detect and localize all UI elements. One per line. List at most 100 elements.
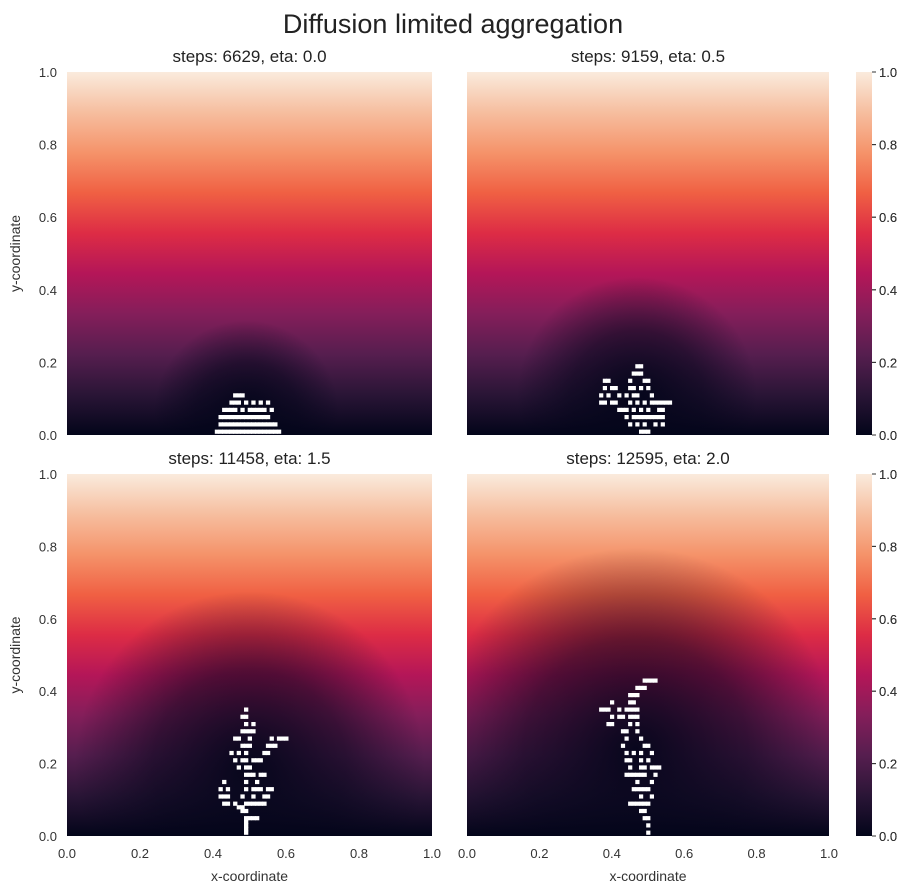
- cluster-cell: [657, 765, 662, 770]
- cluster-cell: [639, 758, 644, 763]
- cluster-cell: [251, 407, 256, 412]
- cluster-cell: [620, 714, 626, 719]
- y-tick-label: 0.6: [39, 612, 57, 627]
- cluster-cell: [265, 400, 271, 405]
- cluster-group: [214, 393, 282, 434]
- cluster-cell: [649, 415, 654, 420]
- y-axis-label: y-coordinate: [7, 215, 23, 292]
- cluster-cell: [273, 422, 278, 427]
- cluster-shadow: [467, 72, 829, 435]
- cluster-cell: [639, 787, 644, 792]
- cluster-cell: [642, 772, 647, 777]
- cluster-cell: [262, 750, 267, 756]
- y-tick-label: 0.8: [39, 539, 57, 554]
- cluster-cell: [233, 400, 238, 405]
- cluster-cell: [635, 364, 640, 369]
- cluster-cell: [631, 415, 636, 420]
- cluster-cell: [236, 415, 241, 420]
- cluster-cell: [244, 787, 249, 792]
- cluster-cell: [244, 779, 249, 785]
- cluster-cell: [653, 765, 658, 770]
- cluster-cell: [233, 415, 238, 420]
- cluster-cell: [653, 400, 658, 405]
- cluster-cell: [229, 415, 234, 420]
- cluster-cell: [606, 393, 611, 398]
- cluster-cell: [262, 415, 267, 420]
- cluster-cell: [628, 758, 633, 763]
- cluster-cell: [265, 743, 271, 748]
- cluster-cell: [247, 407, 252, 412]
- cluster-cell: [610, 722, 615, 727]
- cluster-cell: [265, 429, 271, 434]
- cluster-cell: [639, 736, 644, 741]
- heatmap-panel-3: steps: 11458, eta: 1.5 0.0 0.2 0.4 0.6 0.8 1.0…: [7, 449, 897, 884]
- cluster-cell: [236, 422, 241, 427]
- cluster-cell: [646, 378, 651, 383]
- cluster-cell: [667, 400, 673, 405]
- y-tick-label: 0.0: [39, 428, 57, 443]
- cluster-cell: [628, 714, 633, 719]
- cluster-cell: [657, 407, 662, 412]
- colorbar-tick-label: 0.6: [879, 210, 897, 225]
- cluster-cell: [639, 801, 644, 806]
- cluster-group: [599, 678, 662, 835]
- cluster-cell: [240, 794, 245, 799]
- cluster-cell: [225, 422, 231, 427]
- cluster-group: [599, 364, 673, 434]
- cluster-cell: [635, 729, 640, 734]
- cluster-cell: [240, 743, 245, 748]
- cluster-cell: [657, 400, 662, 405]
- cluster-cell: [244, 830, 249, 835]
- cluster-cell: [244, 429, 249, 434]
- cluster-cell: [639, 765, 644, 770]
- cluster-cell: [251, 429, 256, 434]
- cluster-cell: [255, 801, 260, 806]
- panels-group: steps: 6629, eta: 0.0 0.0 0.2 0.4 0.6 0.8 1.0 y…: [7, 47, 897, 884]
- colorbar-tick-label: 1.0: [879, 467, 897, 482]
- cluster-cell: [258, 787, 263, 792]
- cluster-cell: [265, 750, 271, 756]
- cluster-cell: [258, 429, 263, 434]
- cluster-cell: [222, 794, 227, 799]
- cluster-cell: [244, 808, 249, 814]
- colorbar-tick-label: 1.0: [879, 65, 897, 80]
- cluster-cell: [628, 422, 633, 427]
- cluster-cell: [660, 407, 665, 412]
- cluster-cell: [624, 758, 629, 763]
- cluster-cell: [624, 772, 629, 777]
- cluster-cell: [624, 729, 629, 734]
- cluster-cell: [251, 415, 256, 420]
- cluster-cell: [222, 779, 227, 785]
- cluster-cell: [642, 678, 647, 683]
- cluster-cell: [635, 393, 640, 398]
- cluster-cell: [244, 772, 249, 777]
- cluster-cell: [610, 700, 615, 705]
- cluster-cell: [240, 808, 245, 814]
- cluster-cell: [262, 794, 267, 799]
- cluster-cell: [631, 707, 636, 712]
- cluster-cell: [610, 714, 615, 719]
- cluster-cell: [244, 722, 249, 727]
- cluster-cell: [649, 779, 654, 785]
- cluster-cell: [613, 400, 618, 405]
- cluster-cell: [229, 407, 234, 412]
- cluster-cell: [247, 816, 252, 821]
- cluster-cell: [664, 400, 669, 405]
- cluster-cell: [631, 386, 636, 391]
- cluster-cell: [225, 794, 231, 799]
- cluster-cell: [642, 400, 647, 405]
- cluster-cell: [255, 758, 260, 763]
- cluster-cell: [236, 805, 241, 810]
- cluster-cell: [646, 830, 651, 835]
- cluster-cell: [236, 393, 241, 398]
- cluster-cell: [240, 415, 245, 420]
- cluster-cell: [262, 801, 267, 806]
- colorbar-tick-label: 0.2: [879, 355, 897, 370]
- cluster-cell: [631, 787, 636, 792]
- cluster-cell: [602, 707, 607, 712]
- cluster-cell: [639, 364, 644, 369]
- colorbar-gradient: [856, 474, 872, 836]
- x-tick-label: 0.6: [277, 846, 295, 861]
- cluster-cell: [247, 422, 252, 427]
- colorbar-gradient: [856, 72, 872, 435]
